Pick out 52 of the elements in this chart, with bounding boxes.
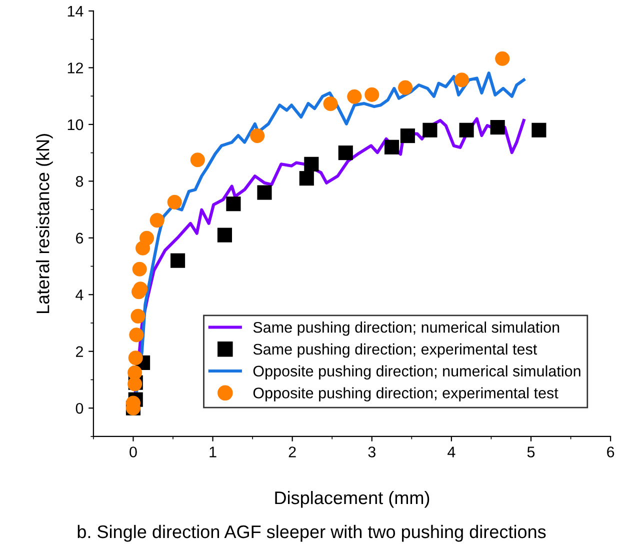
y-axis-title: Lateral resistance (kN) bbox=[36, 134, 53, 314]
point bbox=[250, 128, 265, 144]
x-tick-label: 1 bbox=[210, 446, 216, 458]
y-tick-label: 14 bbox=[68, 6, 84, 17]
x-tick-label: 3 bbox=[368, 446, 376, 458]
legend-label: Opposite pushing direction; experimental test bbox=[253, 387, 558, 402]
x-tick-label: 6 bbox=[607, 446, 614, 458]
point bbox=[400, 128, 415, 144]
point bbox=[495, 51, 510, 66]
x-tick-label: 5 bbox=[527, 446, 535, 458]
point bbox=[532, 122, 546, 138]
y-tick-label: 4 bbox=[76, 290, 84, 300]
x-tick-label: 2 bbox=[288, 446, 296, 458]
y-tick-label: 2 bbox=[76, 346, 83, 357]
x-axis-title: Displacement (mm) bbox=[275, 490, 430, 508]
x-tick-label: 4 bbox=[448, 446, 456, 458]
text: b. Single direction AGF sleeper with two pushing directions bbox=[78, 524, 546, 542]
point bbox=[384, 140, 400, 154]
point bbox=[454, 72, 470, 88]
legend-label: Same pushing direction; experimental test bbox=[253, 343, 538, 358]
point bbox=[133, 282, 148, 296]
point bbox=[167, 194, 182, 210]
point bbox=[190, 152, 205, 168]
point bbox=[364, 87, 380, 102]
point bbox=[128, 365, 142, 380]
point bbox=[170, 253, 186, 268]
point bbox=[257, 185, 272, 200]
point bbox=[323, 96, 338, 112]
point bbox=[299, 171, 314, 186]
point bbox=[139, 230, 154, 246]
y-tick-label: 12 bbox=[68, 62, 83, 74]
point bbox=[150, 213, 164, 228]
point bbox=[347, 89, 362, 104]
point bbox=[490, 120, 505, 135]
y-tick-label: 10 bbox=[68, 119, 84, 130]
y-tick-label: 8 bbox=[76, 176, 84, 187]
point bbox=[422, 122, 438, 138]
point bbox=[459, 122, 474, 138]
point bbox=[304, 156, 319, 172]
point bbox=[130, 308, 146, 324]
point bbox=[398, 80, 413, 95]
y-tick-label: 0 bbox=[76, 402, 84, 414]
point bbox=[132, 262, 147, 276]
x-tick-label: 0 bbox=[130, 446, 137, 458]
y-tick-label: 6 bbox=[76, 232, 84, 244]
legend-label: Opposite pushing direction; numerical simulation bbox=[253, 365, 580, 380]
legend-label: Same pushing direction; numerical simulation bbox=[253, 322, 560, 336]
point bbox=[226, 196, 241, 212]
point bbox=[128, 350, 143, 366]
point bbox=[338, 146, 353, 160]
point bbox=[129, 328, 144, 342]
point bbox=[217, 228, 232, 242]
